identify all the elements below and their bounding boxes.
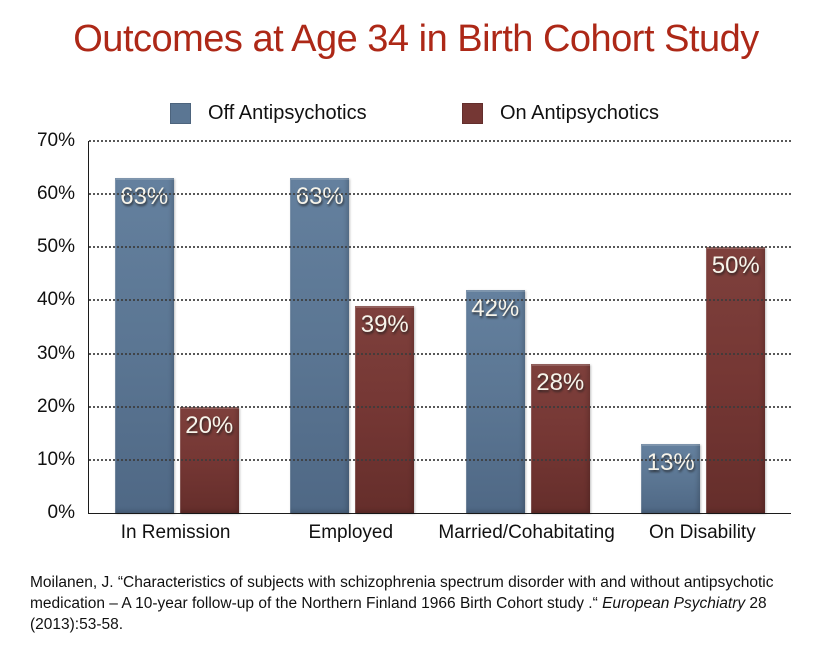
legend-swatch-icon bbox=[170, 103, 191, 124]
citation-volume-pages: 28 (2013):53-58. bbox=[30, 595, 767, 633]
bar-value-label: 63% bbox=[120, 183, 169, 211]
legend-item: On Antipsychotics bbox=[462, 102, 659, 125]
bar-value-label: 63% bbox=[295, 183, 344, 211]
x-axis-category-label: On Disability bbox=[649, 522, 756, 543]
bar-group: 63% 20% bbox=[89, 141, 265, 513]
x-axis-category-label: Married/Cohabitating bbox=[438, 522, 615, 543]
legend-swatch-icon bbox=[462, 103, 483, 124]
y-axis-tick-label: 30% bbox=[36, 342, 75, 364]
bar: 63% bbox=[290, 178, 350, 513]
bar: 50% bbox=[706, 247, 766, 513]
bar-group: 63% 39% bbox=[265, 141, 441, 513]
y-axis-tick-label: 50% bbox=[36, 236, 75, 258]
legend-label: On Antipsychotics bbox=[500, 102, 659, 124]
y-axis-tick-label: 70% bbox=[36, 130, 75, 151]
gridline bbox=[89, 405, 791, 408]
y-axis-tick-label: 60% bbox=[36, 183, 75, 205]
bar-value-label: 42% bbox=[471, 294, 520, 322]
bar-value-label: 28% bbox=[536, 369, 585, 397]
bar: 39% bbox=[355, 305, 415, 513]
bar-group: 13% 50% bbox=[616, 141, 792, 513]
y-axis-tick-label: 40% bbox=[36, 289, 75, 311]
gridline bbox=[89, 352, 791, 355]
gridline bbox=[89, 299, 791, 302]
bar-value-label: 20% bbox=[185, 411, 234, 439]
legend-item: Off Antipsychotics bbox=[170, 102, 367, 125]
gridline bbox=[89, 458, 791, 461]
bar: 13% bbox=[641, 443, 701, 513]
y-axis-tick-label: 10% bbox=[36, 448, 75, 470]
citation-journal-name: European Psychiatry bbox=[602, 595, 746, 612]
bar: 42% bbox=[465, 289, 525, 513]
citation-text: Moilanen, J. “Characteristics of subject… bbox=[30, 574, 774, 612]
bar-chart-plot-area: 63% 20% 63% 39% 42% 28% 13% 50% 0% 10% 20% 30% 40% 5… bbox=[37, 131, 791, 523]
x-axis-category-label: In Remission bbox=[120, 522, 231, 543]
bar: 28% bbox=[530, 364, 590, 513]
x-axis-category-label: Employed bbox=[308, 522, 394, 543]
x-axis-labels: In Remission Employed Married/Cohabitating… bbox=[88, 522, 790, 544]
citation: Moilanen, J. “Characteristics of subject… bbox=[30, 572, 812, 635]
gridline bbox=[89, 140, 791, 142]
legend-label: Off Antipsychotics bbox=[208, 102, 367, 124]
y-axis-tick-label: 20% bbox=[36, 395, 75, 417]
gridline bbox=[89, 193, 791, 196]
bar-value-label: 13% bbox=[646, 448, 695, 476]
y-axis-tick-label: 0% bbox=[47, 502, 75, 523]
bar-group: 42% 28% bbox=[440, 141, 616, 513]
bar-value-label: 50% bbox=[711, 252, 760, 280]
bar: 63% bbox=[114, 178, 174, 513]
gridline bbox=[89, 246, 791, 249]
bars-row: 63% 20% 63% 39% 42% 28% 13% 50% bbox=[89, 141, 791, 513]
bar-value-label: 39% bbox=[360, 310, 409, 338]
chart-title: Outcomes at Age 34 in Birth Cohort Study bbox=[73, 18, 759, 60]
legend: Off Antipsychotics On Antipsychotics bbox=[0, 102, 832, 128]
